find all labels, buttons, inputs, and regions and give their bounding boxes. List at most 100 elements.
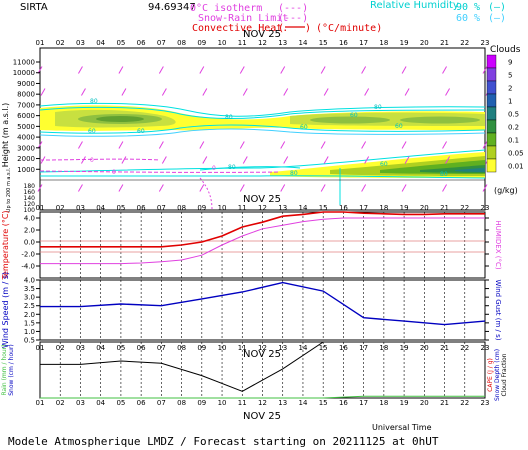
contour-labels: 80 60 60 80 80 60 60 60 80 80 60 80 0 0 … bbox=[88, 98, 448, 178]
wind-barb bbox=[239, 66, 245, 74]
wind-barb bbox=[482, 141, 488, 149]
wind-barb bbox=[445, 88, 450, 96]
hour-tick-label: 07 bbox=[157, 39, 166, 47]
hour-tick-label: 16 bbox=[339, 344, 348, 352]
wind-barb bbox=[323, 156, 329, 164]
wind-barb bbox=[81, 156, 86, 164]
height-tick-label: 6000 bbox=[17, 112, 35, 120]
temp-tick-label: 2.0 bbox=[24, 227, 35, 235]
station-coords: 94.69347 bbox=[148, 2, 196, 13]
hour-tick-label: 22 bbox=[460, 39, 469, 47]
wind-panel bbox=[39, 279, 486, 341]
hour-tick-label: 02 bbox=[56, 204, 65, 212]
hour-tick-label: 22 bbox=[460, 399, 469, 407]
svg-text:0: 0 bbox=[90, 157, 94, 164]
hour-tick-label: 01 bbox=[36, 204, 45, 212]
humidex-axis-label: HUMIDEX (°C) bbox=[494, 220, 502, 269]
wind-barb bbox=[445, 156, 450, 164]
hour-tick-label: 09 bbox=[197, 399, 206, 407]
wind-barb bbox=[78, 184, 83, 192]
hour-tick-label: 14 bbox=[298, 344, 307, 352]
wind-barb bbox=[40, 88, 46, 96]
wind-tick-label: 3.0 bbox=[24, 294, 35, 302]
hour-tick-label: 03 bbox=[76, 399, 85, 407]
hour-tick-label: 05 bbox=[116, 344, 125, 352]
hour-tick-label: 10 bbox=[218, 344, 227, 352]
hour-tick-label: 10 bbox=[218, 204, 227, 212]
cloud-scale-swatch bbox=[486, 145, 497, 160]
hour-tick-label: 01 bbox=[36, 344, 45, 352]
wind-barb bbox=[361, 184, 367, 192]
hour-tick-label: 20 bbox=[420, 344, 429, 352]
rain-axis-label: Rain (mm / hour) bbox=[1, 344, 8, 395]
hour-tick-label: 12 bbox=[258, 39, 267, 47]
cloud-scale-label: 2 bbox=[508, 85, 512, 93]
snow-depth-axis-label: Snow Depth (cm) bbox=[494, 349, 501, 401]
hour-labels-mid: 01 02 03 04 05 06 07 08 09 10 11 12 13 14 15 16 17 18 19 20… bbox=[36, 204, 490, 212]
wind-barb bbox=[37, 184, 43, 192]
hour-tick-label: 13 bbox=[278, 39, 287, 47]
hour-tick-label: 15 bbox=[319, 204, 328, 212]
lower-height-tick-label: 100 bbox=[24, 207, 36, 214]
wind-barb bbox=[158, 141, 164, 149]
hour-tick-label: 05 bbox=[116, 204, 125, 212]
height-axis-ticks: 1000 2000 3000 4000 5000 6000 7000 8000 9000 1000… bbox=[13, 59, 40, 214]
legend-convective-label: Convective Heat. bbox=[192, 23, 288, 34]
hour-tick-label: 16 bbox=[339, 39, 348, 47]
wind-tick-label: 2.5 bbox=[24, 302, 35, 310]
wind-barb bbox=[81, 88, 86, 96]
snow-axis-label: Snow (cm / hour) bbox=[8, 344, 15, 396]
hour-tick-label: 19 bbox=[400, 39, 409, 47]
lower-height-tick-label: 120 bbox=[24, 201, 36, 208]
legend-convective-sample: ( ) bbox=[278, 23, 311, 34]
temperature-panel bbox=[39, 211, 486, 279]
rain-panel bbox=[39, 341, 486, 399]
wind-barb bbox=[199, 66, 205, 74]
cloud-layer-upper bbox=[40, 105, 485, 131]
height-axis-label: Height (m a.s.l.) bbox=[1, 103, 10, 168]
legend-rh-90-sample: (—) bbox=[488, 2, 506, 13]
hour-tick-label: 02 bbox=[56, 39, 65, 47]
cloud-scale-label: 0.05 bbox=[508, 150, 524, 158]
wind-barb bbox=[121, 156, 127, 164]
clouds-legend: Clouds 9 5 2 1 0.5 0.2 0.1 0.05 0.01 (g/kg) bbox=[486, 45, 524, 195]
cloud-scale-swatch bbox=[486, 106, 497, 121]
lower-height-tick-label: 160 bbox=[24, 189, 36, 196]
wind-barb bbox=[320, 141, 326, 149]
height-tick-label: 7000 bbox=[17, 101, 35, 109]
wind-barb bbox=[364, 156, 370, 164]
legend-snowrain-label: Snow-Rain Limit bbox=[198, 13, 288, 24]
lower-height-tick-label: 140 bbox=[24, 195, 36, 202]
legend-snowrain-sample: (---) bbox=[278, 13, 308, 24]
lower-height-tick-label: 180 bbox=[24, 183, 36, 190]
legend-isotherm-label: 0°C isotherm bbox=[190, 3, 262, 14]
hour-tick-label: 16 bbox=[339, 204, 348, 212]
wind-axis-ticks: 4.03.53.02.52.01.51.00.5 bbox=[24, 277, 489, 345]
height-tick-label: 10000 bbox=[13, 69, 35, 77]
legend-rh-label: Relative Humidity bbox=[370, 0, 459, 11]
hour-tick-label: 21 bbox=[440, 204, 449, 212]
hour-tick-label: 03 bbox=[76, 204, 85, 212]
hour-tick-label: 01 bbox=[36, 399, 45, 407]
wind-barb bbox=[118, 184, 124, 192]
svg-text:60: 60 bbox=[137, 128, 145, 135]
hour-tick-label: 08 bbox=[177, 204, 186, 212]
hour-tick-label: 14 bbox=[298, 39, 307, 47]
hour-tick-label: 15 bbox=[319, 39, 328, 47]
height-tick-label: 1000 bbox=[17, 166, 35, 174]
wind-barb bbox=[161, 88, 167, 96]
wind-barb bbox=[482, 66, 488, 74]
wind-barb bbox=[280, 66, 286, 74]
hour-tick-label: 02 bbox=[56, 344, 65, 352]
hour-tick-label: 15 bbox=[319, 399, 328, 407]
wind-barb bbox=[361, 66, 367, 74]
hour-tick-label: 06 bbox=[137, 344, 146, 352]
hour-tick-label: 17 bbox=[359, 399, 368, 407]
temp-tick-label: 0.0 bbox=[24, 239, 35, 247]
cloud-scale-swatch bbox=[486, 119, 497, 134]
hour-tick-label: 04 bbox=[96, 39, 105, 47]
svg-text:80: 80 bbox=[440, 171, 448, 178]
hour-tick-label: 18 bbox=[379, 204, 388, 212]
height-tick-label: 9000 bbox=[17, 80, 35, 88]
cloud-scale-label: 9 bbox=[508, 59, 512, 67]
